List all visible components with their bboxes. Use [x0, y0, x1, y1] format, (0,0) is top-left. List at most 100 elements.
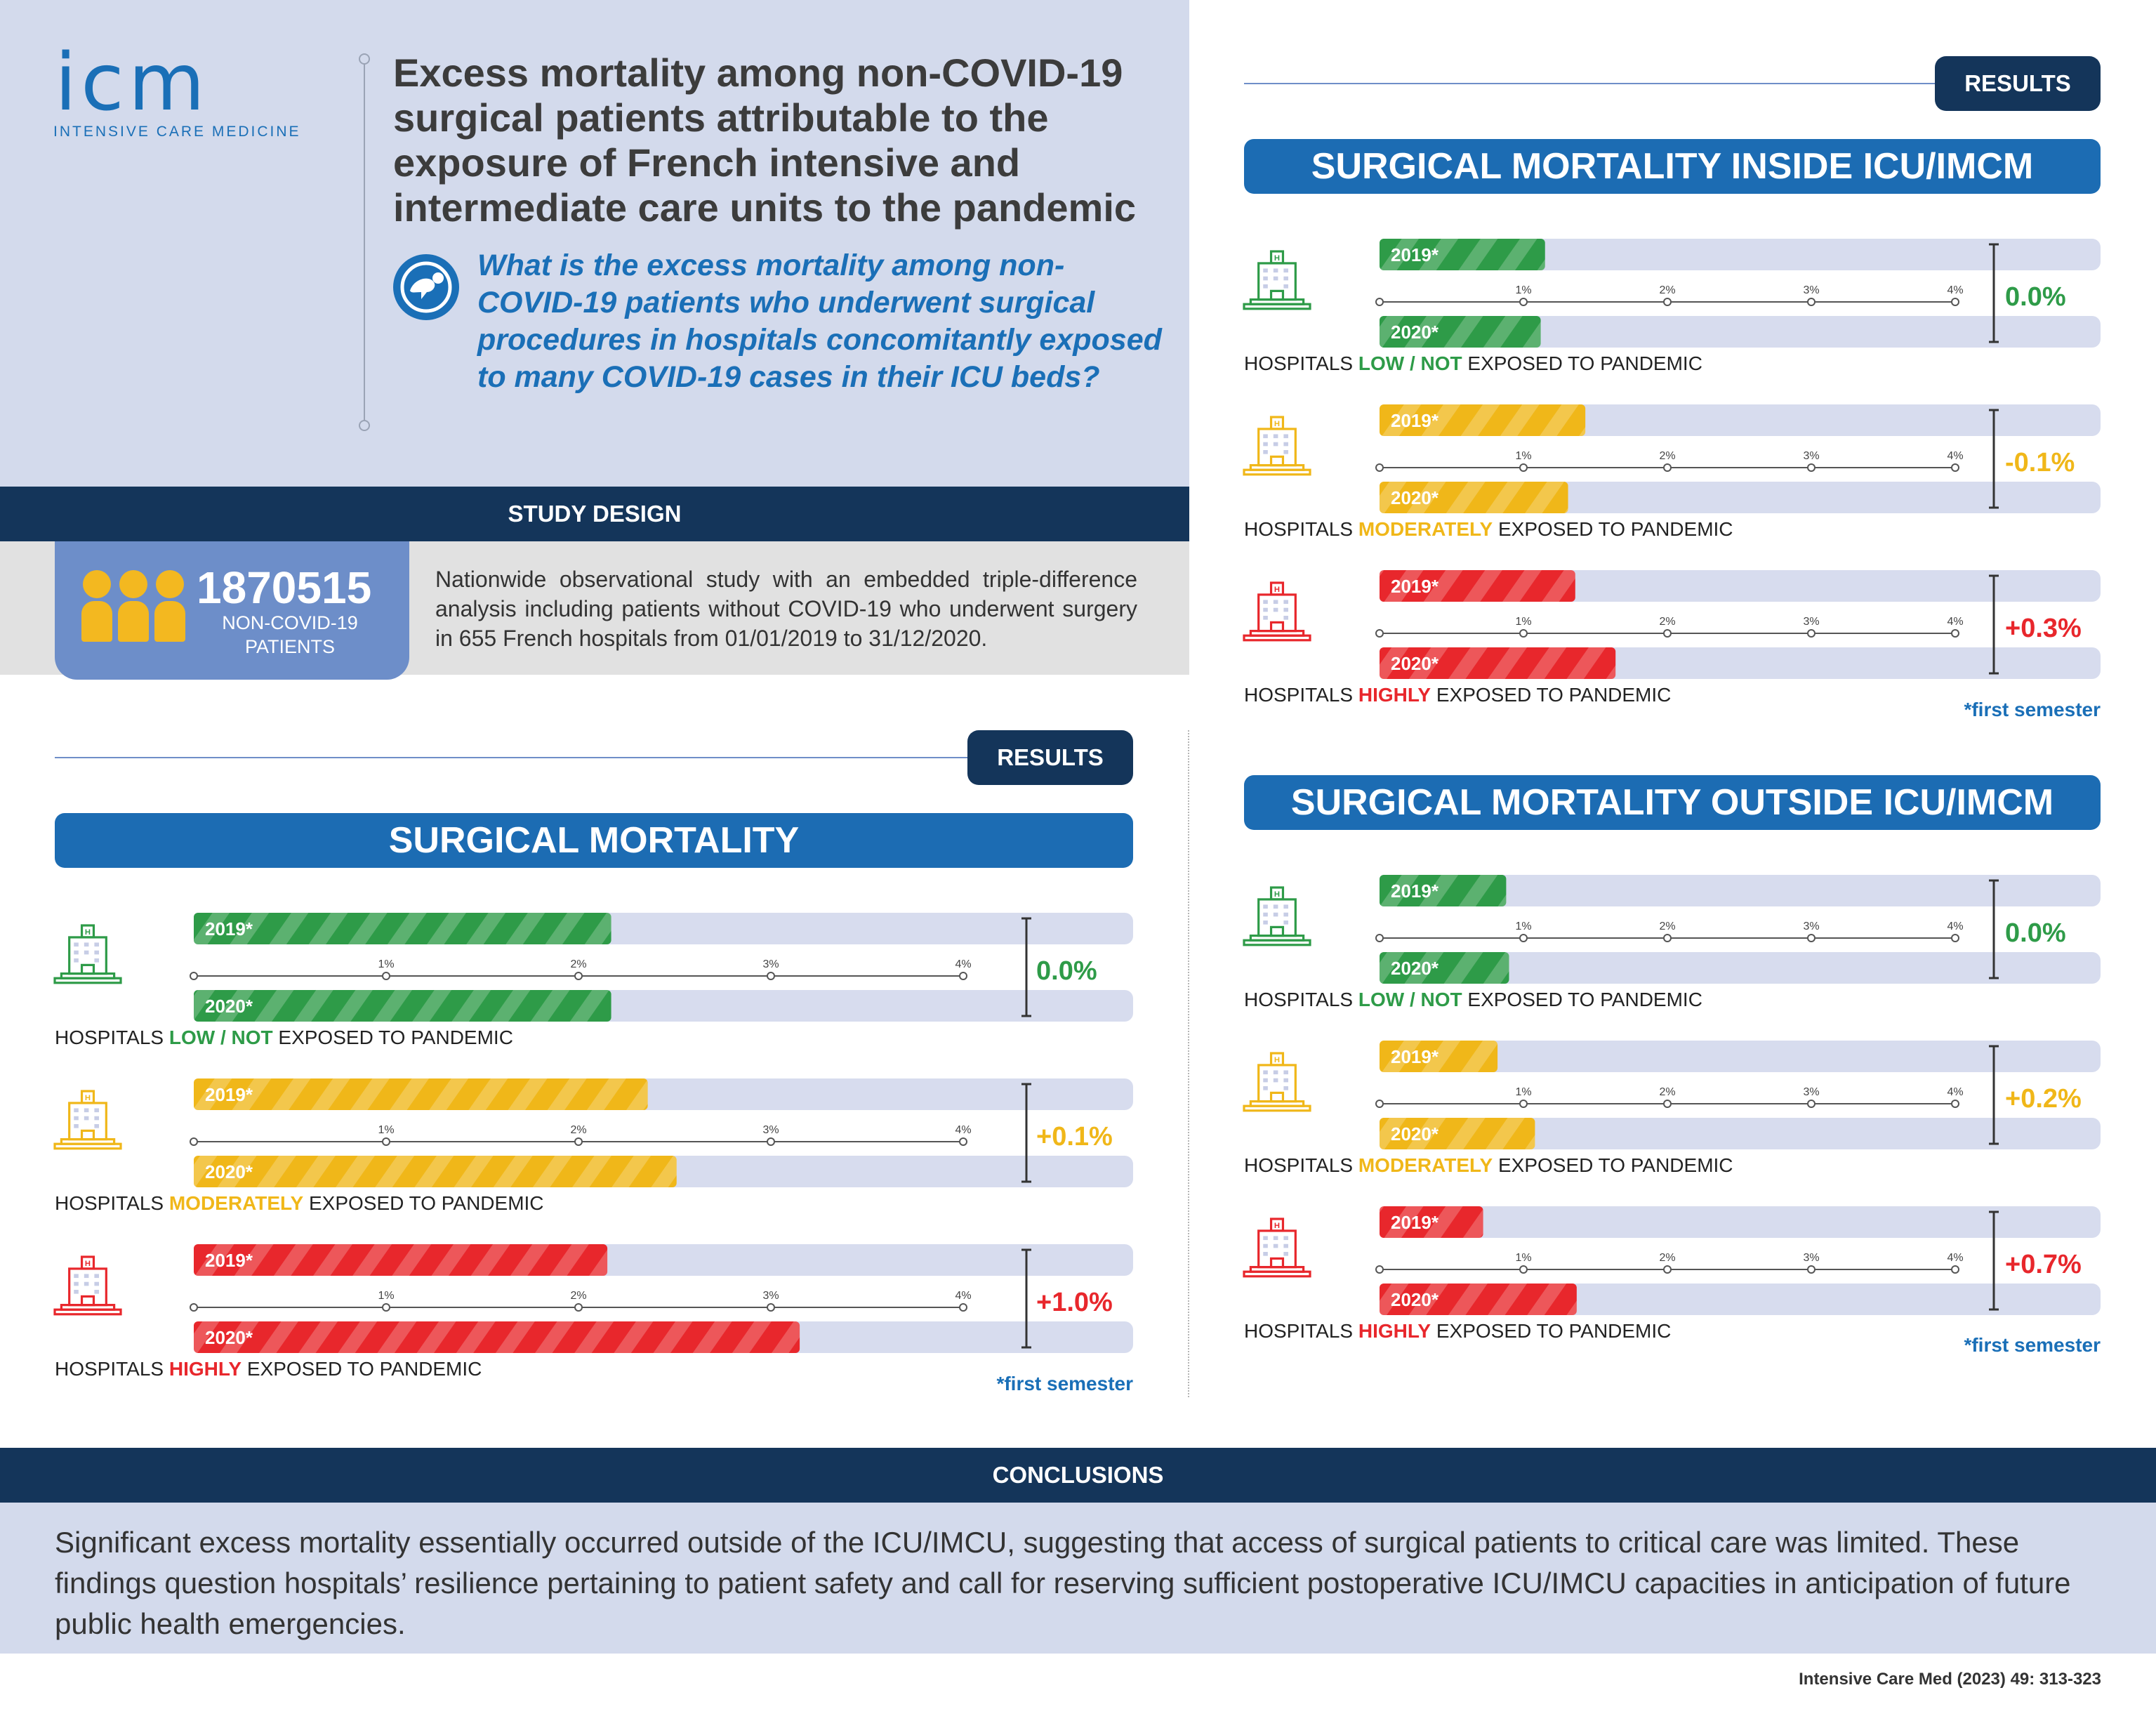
- axis-tick-label: 4%: [1947, 616, 1963, 628]
- axis-tick: [1807, 629, 1816, 638]
- bar-year-label: 2019*: [1391, 880, 1439, 902]
- axis-tick-label: 3%: [762, 1124, 779, 1136]
- bar-high-2020: [1380, 647, 1616, 679]
- difference-value: +1.0%: [1036, 1288, 1113, 1317]
- axis-tick-label: 3%: [762, 958, 779, 970]
- bar-moderate-2019: [1380, 1041, 1498, 1072]
- group-low: H 2019* 2020* 1% 2% 3% 4% 0.0% HOSPITALS LOW / N…: [1243, 239, 2101, 374]
- axis-tick: [1519, 629, 1528, 638]
- bar-year-label: 2019*: [205, 1084, 253, 1105]
- difference-value: +0.3%: [2005, 614, 2082, 643]
- axis-tick-label: 4%: [1947, 450, 1963, 462]
- bar-year-label: 2020*: [1391, 958, 1439, 979]
- divider-dot-bottom: [359, 420, 370, 431]
- hospital-icon: H: [1243, 416, 1311, 476]
- axis-tick-label: 4%: [1947, 921, 1963, 932]
- bar-year-label: 2019*: [1391, 1046, 1439, 1067]
- bar-year-label: 2019*: [1391, 244, 1439, 265]
- group-label: HOSPITALS HIGHLY EXPOSED TO PANDEMIC: [1244, 684, 1671, 706]
- group-high: H 2019* 2020* 1% 2% 3% 4% +0.7% HOSPITALS HIGHLY…: [1243, 1206, 2101, 1342]
- axis-tick: [1951, 298, 1959, 306]
- svg-text:H: H: [85, 1260, 91, 1268]
- axis-tick: [1519, 463, 1528, 472]
- bar-moderate-2020: [1380, 1118, 1535, 1149]
- difference-value: +0.2%: [2005, 1084, 2082, 1114]
- axis-tick: [1951, 1265, 1959, 1274]
- bar-moderate-2020: [1380, 482, 1568, 513]
- difference-value: 0.0%: [2005, 282, 2066, 312]
- axis-tick: [1951, 1100, 1959, 1108]
- chart-outside-icu: H 2019* 2020* 1% 2% 3% 4% 0.0% HOSPITALS LOW / N…: [1243, 875, 2101, 1372]
- bar-year-label: 2020*: [1391, 487, 1439, 508]
- axis-tick: [1807, 934, 1816, 942]
- hospital-icon: H: [1243, 886, 1311, 946]
- axis-tick: [959, 1303, 967, 1312]
- axis-tick-label: 3%: [1803, 921, 1819, 932]
- conclusions-header: CONCLUSIONS: [0, 1448, 2156, 1503]
- group-moderate: H 2019* 2020* 1% 2% 3% 4% -0.1% HOSPITALS MODERA…: [1243, 404, 2101, 540]
- axis-tick: [1663, 1100, 1672, 1108]
- axis-tick-label: 2%: [570, 958, 586, 970]
- axis-origin: [1375, 1265, 1384, 1274]
- group-label: HOSPITALS MODERATELY EXPOSED TO PANDEMIC: [55, 1192, 544, 1214]
- hospital-icon: H: [1243, 250, 1311, 310]
- axis-tick: [1663, 463, 1672, 472]
- svg-text:H: H: [85, 1094, 91, 1102]
- axis-tick-label: 1%: [1515, 450, 1531, 462]
- group-label: HOSPITALS MODERATELY EXPOSED TO PANDEMIC: [1244, 518, 1733, 540]
- research-question: What is the excess mortality among non-C…: [477, 249, 1162, 394]
- group-label: HOSPITALS LOW / NOT EXPOSED TO PANDEMIC: [1244, 352, 1702, 374]
- bar-year-label: 2020*: [1391, 1289, 1439, 1310]
- bar-track: [1380, 1041, 2101, 1072]
- footnote-inside-icu: *first semester: [1964, 699, 2101, 720]
- bar-year-label: 2020*: [205, 996, 253, 1017]
- bar-low-2019: [1380, 239, 1545, 270]
- group-low: H 2019* 2020* 1% 2% 3% 4% 0.0% HOSPITALS LOW / N…: [53, 913, 1133, 1048]
- bar-year-label: 2019*: [205, 1250, 253, 1271]
- chart-title-surgical-mortality: SURGICAL MORTALITY: [55, 813, 1133, 868]
- hospital-icon: H: [53, 1090, 122, 1150]
- title-divider-line: [364, 58, 365, 425]
- axis-tick-label: 2%: [1659, 284, 1675, 296]
- axis-tick-label: 4%: [1947, 1252, 1963, 1264]
- axis-tick: [1807, 463, 1816, 472]
- group-moderate: H 2019* 2020* 1% 2% 3% 4% +0.2% HOSPITALS MODERA…: [1243, 1041, 2101, 1176]
- study-design-description: Nationwide observational study with an e…: [435, 567, 1137, 651]
- axis-tick: [1519, 1265, 1528, 1274]
- group-label: HOSPITALS LOW / NOT EXPOSED TO PANDEMIC: [1244, 989, 1702, 1010]
- axis-tick: [1663, 934, 1672, 942]
- svg-text:H: H: [1274, 890, 1280, 899]
- bar-year-label: 2020*: [205, 1161, 253, 1182]
- journal-logo-subtitle: INTENSIVE CARE MEDICINE: [53, 124, 301, 140]
- axis-tick: [1951, 463, 1959, 472]
- group-low: H 2019* 2020* 1% 2% 3% 4% 0.0% HOSPITALS LOW / N…: [1243, 875, 2101, 1010]
- axis-tick: [1807, 1100, 1816, 1108]
- axis-tick-label: 3%: [1803, 1252, 1819, 1264]
- svg-text:H: H: [1274, 254, 1280, 263]
- group-high: H 2019* 2020* 1% 2% 3% 4% +0.3% HOSPITALS HIGHLY…: [1243, 570, 2101, 706]
- page-title: Excess mortality among non-COVID-19 surg…: [393, 51, 1137, 230]
- axis-tick: [1951, 934, 1959, 942]
- axis-tick: [1663, 298, 1672, 306]
- svg-text:H: H: [1274, 420, 1280, 428]
- bar-high-2020: [194, 1321, 800, 1353]
- bar-year-label: 2019*: [1391, 1212, 1439, 1233]
- group-label: HOSPITALS MODERATELY EXPOSED TO PANDEMIC: [1244, 1154, 1733, 1176]
- axis-tick: [1807, 298, 1816, 306]
- axis-origin: [1375, 934, 1384, 942]
- axis-tick: [1663, 1265, 1672, 1274]
- axis-tick: [1951, 629, 1959, 638]
- bar-year-label: 2019*: [1391, 576, 1439, 597]
- chart-title-outside-icu: SURGICAL MORTALITY OUTSIDE ICU/IMCM: [1244, 775, 2101, 830]
- axis-tick-label: 2%: [1659, 1252, 1675, 1264]
- bar-year-label: 2020*: [1391, 1123, 1439, 1144]
- bar-high-2019: [194, 1244, 608, 1276]
- patients-count: 1870515: [197, 562, 372, 613]
- axis-origin: [1375, 629, 1384, 638]
- conclusions-text: Significant excess mortality essentially…: [55, 1526, 2071, 1640]
- axis-tick-label: 2%: [1659, 1086, 1675, 1098]
- axis-tick-label: 1%: [1515, 1252, 1531, 1264]
- axis-tick-label: 3%: [1803, 284, 1819, 296]
- footnote-outside-icu: *first semester: [1964, 1334, 2101, 1356]
- difference-value: +0.1%: [1036, 1122, 1113, 1152]
